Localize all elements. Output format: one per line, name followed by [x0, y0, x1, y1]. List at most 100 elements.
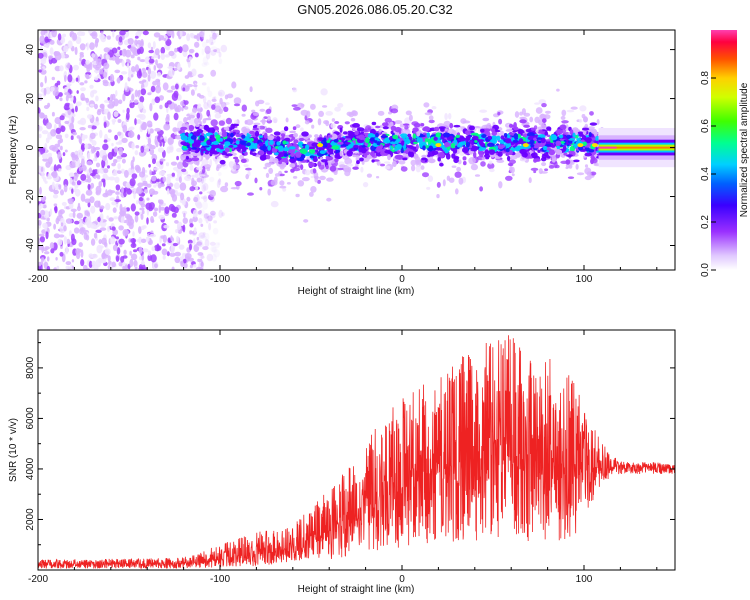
noise-speck — [87, 201, 91, 208]
band-speck — [407, 133, 412, 138]
noise-speck — [76, 31, 84, 37]
noise-speck — [134, 118, 137, 126]
band-speck — [233, 137, 236, 143]
band-speck — [583, 116, 588, 123]
noise-speck — [221, 212, 225, 217]
noise-speck — [201, 48, 205, 56]
band-halo-speck — [303, 219, 309, 223]
noise-speck — [40, 209, 46, 216]
band-speck — [485, 157, 490, 160]
noise-speck — [83, 232, 88, 240]
noise-speck — [80, 87, 86, 92]
band-speck — [308, 162, 315, 168]
band-speck — [206, 140, 211, 145]
noise-speck — [91, 53, 96, 58]
band-speck — [568, 150, 573, 154]
noise-speck — [44, 180, 48, 184]
band-speck — [276, 141, 281, 146]
band-halo-speck — [583, 155, 587, 159]
band-speck — [375, 125, 381, 129]
noise-speck — [107, 151, 114, 160]
band-halo-speck — [448, 177, 455, 183]
noise-speck — [158, 35, 165, 41]
noise-speck — [114, 69, 121, 74]
noise-speck — [72, 211, 76, 219]
noise-speck — [218, 178, 222, 186]
band-speck — [537, 149, 541, 153]
noise-speck — [165, 162, 170, 167]
noise-speck — [68, 172, 75, 178]
snr-panel: -200 -100 0 100 2000 4000 6000 8000 Height of s… — [8, 329, 676, 595]
band-halo-speck — [360, 166, 364, 173]
noise-speck — [167, 66, 174, 69]
noise-speck — [211, 246, 218, 253]
noise-speck — [210, 155, 217, 160]
band-halo-speck — [234, 119, 238, 124]
band-speck — [515, 152, 521, 158]
band-speck — [185, 155, 189, 160]
noise-speck — [134, 266, 138, 270]
noise-speck — [87, 183, 91, 190]
noise-speck — [113, 146, 119, 153]
band-speck — [308, 146, 316, 150]
band-speck — [544, 139, 552, 142]
noise-speck — [122, 124, 128, 133]
noise-speck — [126, 62, 130, 69]
noise-speck — [47, 152, 52, 158]
noise-speck — [130, 169, 135, 174]
band-speck — [235, 133, 241, 138]
noise-speck — [113, 159, 118, 164]
noise-speck — [69, 103, 74, 110]
band-speck — [212, 146, 217, 149]
band-speck — [339, 127, 343, 133]
band-speck — [384, 149, 392, 154]
noise-speck — [153, 112, 159, 121]
noise-speck — [188, 48, 195, 54]
band-speck — [416, 131, 421, 137]
noise-speck — [63, 236, 68, 245]
noise-speck — [63, 225, 67, 232]
band-speck — [426, 132, 431, 139]
noise-speck — [134, 211, 140, 216]
band-speck — [424, 138, 430, 142]
noise-speck — [151, 246, 155, 252]
band-speck — [186, 144, 190, 148]
noise-speck — [132, 231, 135, 237]
noise-speck — [40, 58, 47, 65]
noise-speck — [142, 248, 149, 253]
band-halo-speck — [474, 174, 481, 177]
band-halo-speck — [541, 162, 547, 167]
noise-speck — [147, 42, 152, 49]
band-speck — [487, 135, 492, 140]
y-tick-label: 40 — [25, 44, 36, 56]
noise-speck — [130, 54, 135, 59]
band-speck — [514, 136, 518, 140]
band-halo-speck — [514, 111, 520, 118]
band-halo-speck — [270, 179, 278, 186]
noise-speck — [216, 180, 221, 188]
noise-speck — [60, 145, 63, 151]
noise-speck — [130, 238, 137, 244]
noise-speck — [163, 37, 167, 42]
band-speck — [314, 149, 319, 153]
noise-speck — [85, 59, 90, 65]
noise-speck — [81, 158, 85, 167]
band-speck — [474, 126, 481, 129]
noise-speck — [218, 209, 223, 218]
band-speck — [290, 152, 295, 157]
band-halo-speck — [255, 100, 260, 107]
noise-speck — [210, 41, 214, 46]
noise-speck — [88, 167, 93, 174]
noise-speck — [170, 205, 176, 213]
band-halo-speck — [184, 175, 192, 182]
band-speck — [204, 117, 212, 121]
noise-speck — [130, 74, 134, 78]
band-speck — [346, 150, 353, 157]
noise-speck — [149, 70, 157, 79]
noise-speck — [156, 72, 162, 77]
noise-speck — [200, 175, 204, 184]
band-halo-speck — [210, 119, 218, 127]
band-speck — [443, 132, 451, 138]
noise-speck — [129, 178, 136, 187]
noise-speck — [196, 236, 200, 241]
